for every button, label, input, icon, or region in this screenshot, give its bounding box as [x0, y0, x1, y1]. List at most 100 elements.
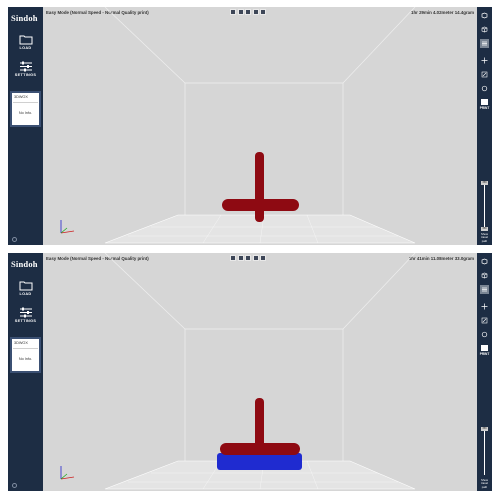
- layer-slider-rail: [484, 429, 485, 475]
- view-buttons: [230, 255, 266, 261]
- print-model[interactable]: [220, 398, 300, 455]
- move-icon: [481, 57, 488, 64]
- scale-icon: [481, 71, 488, 78]
- travel-label-line3: path: [481, 238, 488, 243]
- cube-rotate-icon: [481, 272, 488, 279]
- print-icon: [481, 345, 488, 351]
- view-left-button[interactable]: [252, 255, 259, 261]
- app-logo: Sindoh: [11, 259, 38, 269]
- model-info: No Info.: [18, 111, 33, 115]
- viewport-scene[interactable]: [43, 253, 477, 491]
- right-toolbar: PRINT 359 Show travel path: [477, 253, 492, 491]
- cube-icon: [481, 12, 488, 19]
- cube-rotate-icon: [481, 26, 488, 33]
- sliders-icon: [19, 307, 32, 318]
- travel-label-line2: travel: [481, 481, 488, 486]
- view-left-button[interactable]: [252, 9, 259, 15]
- card-divider: [13, 348, 38, 349]
- tool-rotate-button[interactable]: [480, 330, 489, 339]
- tool-rotate-button[interactable]: [480, 84, 489, 93]
- model-card[interactable]: 3DWOX No Info.: [10, 337, 41, 373]
- status-icon[interactable]: [12, 483, 17, 488]
- layers-icon: [482, 41, 487, 46]
- tool-layers-button[interactable]: [480, 39, 489, 48]
- model-card[interactable]: 3DWOX No Info.: [10, 91, 41, 127]
- tool-move-button[interactable]: [480, 56, 489, 65]
- view-top-button[interactable]: [245, 9, 251, 15]
- folder-icon: [19, 35, 32, 45]
- app-logo: Sindoh: [11, 13, 38, 23]
- print-label: PRINT: [479, 106, 490, 110]
- view-front-button[interactable]: [237, 255, 244, 261]
- rotate-icon: [481, 85, 488, 92]
- show-travel-path-toggle[interactable]: Show travel path: [479, 232, 490, 243]
- print-label: PRINT: [479, 352, 490, 356]
- support-structure[interactable]: [217, 453, 302, 470]
- move-icon: [481, 303, 488, 310]
- settings-label: SETTINGS: [14, 73, 37, 77]
- tool-rotate-view-button[interactable]: [480, 271, 489, 280]
- tool-move-button[interactable]: [480, 302, 489, 311]
- top-bar: Easy Mode (Normal Speed - Normal Quality…: [43, 7, 477, 19]
- print-stats: 1hr 29min 4.02meter 14.4gram: [411, 10, 474, 15]
- tool-rotate-view-button[interactable]: [480, 25, 489, 34]
- scale-icon: [481, 317, 488, 324]
- print-icon: [481, 99, 488, 105]
- status-icon[interactable]: [12, 237, 17, 242]
- viewport-scene[interactable]: [43, 7, 477, 245]
- print-button[interactable]: PRINT: [478, 99, 491, 110]
- load-label: LOAD: [19, 46, 32, 50]
- load-label: LOAD: [19, 292, 32, 296]
- print-button[interactable]: PRINT: [478, 345, 491, 356]
- view-right-button[interactable]: [260, 255, 266, 261]
- tool-cube-button[interactable]: [480, 257, 489, 266]
- tool-scale-button[interactable]: [480, 70, 489, 79]
- layer-bottom-value[interactable]: 359: [481, 227, 488, 231]
- load-button[interactable]: LOAD: [8, 34, 43, 50]
- print-mode: Easy Mode (Normal Speed - Normal Quality…: [46, 256, 149, 261]
- layer-top-value[interactable]: 359: [481, 181, 488, 185]
- model-name: 3DWOX: [14, 95, 28, 99]
- folder-icon: [19, 281, 32, 291]
- view-iso-button[interactable]: [230, 255, 236, 261]
- cube-icon: [481, 258, 488, 265]
- travel-label-line2: travel: [481, 235, 488, 240]
- model-info: No Info.: [18, 357, 33, 361]
- view-top-button[interactable]: [245, 255, 251, 261]
- travel-label-line1: Show: [481, 478, 488, 482]
- settings-button[interactable]: SETTINGS: [8, 307, 43, 323]
- layer-slider[interactable]: 359: [481, 427, 488, 477]
- view-right-button[interactable]: [260, 9, 266, 15]
- travel-label-line1: Show: [481, 232, 488, 236]
- settings-label: SETTINGS: [14, 319, 37, 323]
- rotate-icon: [481, 331, 488, 338]
- axis-gizmo: [60, 220, 75, 234]
- print-stats: 3hr 41min 11.08meter 33.0gram: [408, 256, 474, 261]
- load-button[interactable]: LOAD: [8, 280, 43, 296]
- travel-label-line3: path: [481, 484, 488, 489]
- cura-window-bottom: Sindoh LOAD SETTINGS 3DWOX No Info. Easy…: [8, 253, 492, 491]
- view-iso-button[interactable]: [230, 9, 236, 15]
- left-sidebar: Sindoh LOAD SETTINGS 3DWOX No Info.: [8, 253, 43, 491]
- tool-scale-button[interactable]: [480, 316, 489, 325]
- layer-top-value[interactable]: 359: [481, 427, 488, 431]
- tool-cube-button[interactable]: [480, 11, 489, 20]
- right-toolbar: PRINT 359 359 Show travel path: [477, 7, 492, 245]
- show-travel-path-toggle[interactable]: Show travel path: [479, 478, 490, 489]
- tool-layers-button[interactable]: [480, 285, 489, 294]
- layers-icon: [482, 287, 487, 292]
- top-bar: Easy Mode (Normal Speed - Normal Quality…: [43, 253, 477, 265]
- print-model[interactable]: [222, 152, 299, 222]
- cura-window-top: Sindoh LOAD SETTINGS 3DWOX No Info. Easy…: [8, 7, 492, 245]
- sliders-icon: [19, 61, 32, 72]
- model-name: 3DWOX: [14, 341, 28, 345]
- view-buttons: [230, 9, 266, 15]
- layer-slider-rail: [484, 183, 485, 229]
- print-mode: Easy Mode (Normal Speed - Normal Quality…: [46, 10, 149, 15]
- card-divider: [13, 102, 38, 103]
- view-front-button[interactable]: [237, 9, 244, 15]
- left-sidebar: Sindoh LOAD SETTINGS 3DWOX No Info.: [8, 7, 43, 245]
- axis-gizmo: [60, 466, 75, 480]
- settings-button[interactable]: SETTINGS: [8, 61, 43, 77]
- layer-slider[interactable]: 359 359: [481, 181, 488, 231]
